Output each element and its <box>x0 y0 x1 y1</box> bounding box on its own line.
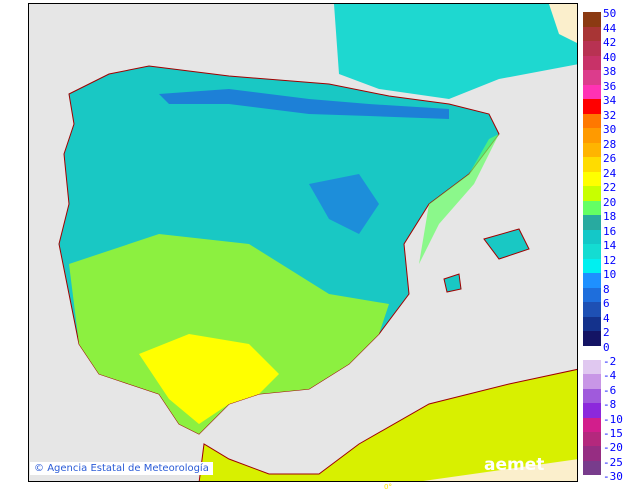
aemet-logo: aemet <box>484 455 545 475</box>
legend-negative-swatch <box>583 403 601 418</box>
legend-positive-swatch <box>583 55 601 70</box>
legend-negative-swatch <box>583 388 601 404</box>
legend-positive-label: 20 <box>603 195 617 209</box>
legend-positive-label: 22 <box>603 181 617 194</box>
color-legend: 50 44 42 40 38 36 34 32 30 28 26 24 22 20 18 16 14 12 10 8 6… <box>583 0 630 500</box>
legend-positive-swatch <box>583 12 601 27</box>
legend-positive-label: 2 <box>603 326 610 339</box>
south-warm <box>69 234 389 434</box>
legend-negative-label: -15 <box>603 427 623 440</box>
legend-positive-swatch <box>583 84 601 99</box>
legend-positive-swatch <box>583 70 601 85</box>
credit-label: © Agencia Estatal de Meteorología <box>30 462 213 475</box>
legend-positive-swatch <box>583 113 601 128</box>
temperature-map <box>28 3 578 482</box>
legend-negative-label: -30 <box>603 470 623 484</box>
legend-positive-swatch <box>583 229 601 244</box>
legend-positive-swatch <box>583 302 601 317</box>
balearic-ibiza <box>443 273 462 293</box>
legend-negative-swatch <box>583 374 601 389</box>
legend-positive-label: 6 <box>603 297 610 310</box>
legend-positive-label: 10 <box>603 268 617 281</box>
legend-positive-swatch <box>583 157 601 172</box>
legend-positive-label: 30 <box>603 123 617 136</box>
legend-negative-swatch <box>583 360 601 375</box>
legend-negative-label: -25 <box>603 455 623 469</box>
legend-positive-label: 32 <box>603 108 617 122</box>
legend-positive-label: 12 <box>603 253 617 267</box>
legend-positive-label: 18 <box>603 210 617 223</box>
legend-positive-swatch <box>583 41 601 56</box>
legend-positive-swatch <box>583 258 601 273</box>
legend-positive-swatch <box>583 244 601 259</box>
legend-negative-label: -6 <box>603 383 617 397</box>
north-mountains <box>159 89 449 119</box>
legend-positive-swatch <box>583 99 601 114</box>
legend-positive-label: 16 <box>603 224 617 238</box>
legend-positive-label: 38 <box>603 65 617 78</box>
france-region <box>334 4 577 99</box>
guadalquivir-hot <box>139 334 279 424</box>
legend-positive-label: 8 <box>603 282 610 296</box>
legend-positive-swatch <box>583 142 601 157</box>
balearic-mallorca <box>483 228 530 260</box>
legend-positive-label: 26 <box>603 152 617 165</box>
credit-text: Agencia Estatal de Meteorología <box>47 463 209 474</box>
france-east <box>549 4 577 43</box>
east-coast <box>419 134 499 264</box>
iberian-range <box>309 174 379 234</box>
map-canvas <box>58 4 577 481</box>
legend-positive-swatch <box>583 331 601 346</box>
legend-positive-label: 24 <box>603 166 617 180</box>
legend-negative-label: -10 <box>603 412 623 426</box>
copyright-icon: © <box>34 463 44 474</box>
legend-negative-swatch <box>583 417 601 432</box>
legend-negative-label: -2 <box>603 355 617 368</box>
legend-positive-swatch <box>583 200 601 215</box>
legend-positive-label: 40 <box>603 50 617 64</box>
legend-positive-swatch <box>583 287 601 302</box>
legend-positive-swatch <box>583 128 601 143</box>
legend-negative-swatch <box>583 446 601 461</box>
legend-positive-label: 44 <box>603 21 617 35</box>
legend-positive-swatch <box>583 26 601 41</box>
legend-positive-swatch <box>583 273 601 288</box>
legend-positive-swatch <box>583 171 601 186</box>
legend-negative-label: -4 <box>603 369 617 383</box>
legend-negative-swatch <box>583 460 601 476</box>
legend-positive-label: 42 <box>603 36 617 49</box>
legend-positive-swatch <box>583 186 601 201</box>
meridian-label: 0° <box>384 483 392 491</box>
legend-negative-label: -8 <box>603 398 617 412</box>
legend-positive-label: 36 <box>603 79 617 93</box>
legend-positive-label: 4 <box>603 311 610 325</box>
legend-negative-label: -20 <box>603 441 623 455</box>
legend-positive-label: 14 <box>603 239 617 252</box>
legend-positive-label: 28 <box>603 137 617 151</box>
north-africa <box>198 368 577 481</box>
legend-positive-label: 34 <box>603 94 617 107</box>
legend-positive-swatch <box>583 316 601 331</box>
legend-positive-label: 0 <box>603 340 610 354</box>
legend-positive-swatch <box>583 215 601 230</box>
legend-negative-swatch <box>583 432 601 447</box>
sahara-edge <box>423 459 577 481</box>
legend-positive-label: 50 <box>603 7 617 20</box>
